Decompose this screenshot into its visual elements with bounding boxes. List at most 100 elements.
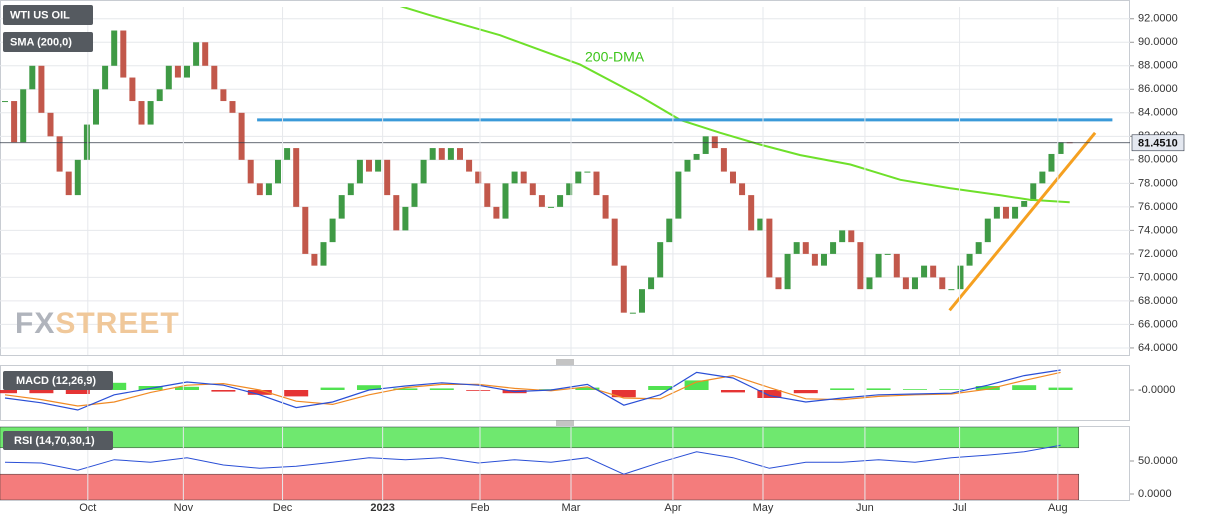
candle: [284, 148, 291, 160]
macd-line: [4, 369, 1061, 411]
watermark-fx: FX: [15, 307, 55, 340]
candle: [1057, 142, 1064, 154]
candle: [911, 277, 918, 290]
candle: [265, 183, 272, 196]
histogram-bar: [866, 388, 891, 390]
candle: [202, 42, 209, 66]
histogram-bar: [720, 390, 745, 393]
histogram-bar: [320, 387, 345, 390]
candle: [365, 159, 372, 172]
candle: [484, 183, 491, 207]
candle: [502, 183, 509, 219]
candle: [174, 65, 181, 78]
candle: [966, 253, 973, 266]
candle: [238, 112, 245, 160]
candle: [156, 89, 163, 102]
candle: [493, 206, 500, 219]
candle: [675, 171, 682, 219]
candle: [329, 218, 336, 243]
candle: [547, 206, 554, 208]
candle: [83, 124, 90, 160]
y-tick-label: 74.0000: [1138, 224, 1178, 236]
candle: [748, 195, 755, 231]
signal-line: [4, 371, 1061, 407]
plot-area: [0, 369, 1073, 411]
candle: [274, 159, 281, 184]
candle: [65, 171, 72, 196]
candle: [802, 242, 809, 254]
candle: [193, 42, 200, 66]
histogram-bar: [65, 390, 90, 394]
candle: [393, 195, 400, 231]
y-tick-label: 64.0000: [1138, 342, 1178, 354]
candle: [11, 101, 18, 143]
candle: [693, 153, 700, 160]
histogram-bar: [648, 386, 673, 390]
candle: [447, 148, 454, 160]
label-box: [3, 431, 113, 450]
y-tick-label: 86.0000: [1138, 83, 1178, 95]
candle: [957, 265, 964, 290]
candle: [411, 183, 418, 207]
candle: [757, 218, 764, 231]
candle: [975, 242, 982, 254]
histogram-bar: [174, 386, 199, 390]
candle: [420, 159, 427, 184]
histogram-bar: [1012, 385, 1037, 390]
sma-label: SMA (200,0): [10, 36, 72, 48]
x-tick-label: Jun: [856, 502, 874, 514]
histogram-bar: [0, 390, 18, 394]
candle: [629, 312, 636, 314]
x-tick-label: Jul: [953, 502, 967, 514]
candle: [848, 230, 855, 243]
candle: [247, 159, 254, 184]
candle: [38, 65, 45, 113]
plot-area: [0, 427, 1080, 500]
x-tick-label: Apr: [664, 502, 681, 514]
candle: [1048, 153, 1055, 172]
candle: [984, 218, 991, 243]
candle: [438, 148, 445, 160]
candle: [338, 195, 345, 219]
y-tick-label: 76.0000: [1138, 201, 1178, 213]
candle: [402, 206, 409, 231]
panel-grip: [556, 359, 574, 426]
candle: [866, 277, 873, 290]
candle: [429, 148, 436, 160]
candle: [183, 65, 190, 78]
candle: [666, 218, 673, 243]
candle: [220, 89, 227, 102]
candle: [1030, 183, 1037, 201]
histogram-bar: [466, 390, 491, 391]
candle: [56, 136, 63, 172]
candle: [939, 277, 946, 290]
watermark: FXSTREET: [15, 307, 180, 340]
candle: [820, 253, 827, 266]
y-tick-label: 0.0000: [1138, 488, 1172, 500]
candle: [384, 159, 391, 196]
candle: [948, 289, 955, 291]
y-tick-label: 66.0000: [1138, 318, 1178, 330]
candle: [830, 242, 837, 254]
rsi-line: [4, 444, 1061, 475]
plot-area: [0, 7, 1130, 349]
y-tick-label: 88.0000: [1138, 60, 1178, 72]
candle: [120, 30, 127, 78]
sma-line: [399, 7, 1070, 204]
candle: [1012, 206, 1019, 219]
candle: [575, 171, 582, 184]
candle: [1039, 171, 1046, 184]
candle: [921, 265, 928, 278]
candle: [211, 65, 218, 90]
candle: [1021, 200, 1028, 207]
histogram-bar: [393, 388, 418, 390]
y-tick-label: 90.0000: [1138, 36, 1178, 48]
candle: [893, 253, 900, 278]
y-tick-label: -0.0000: [1138, 384, 1175, 396]
candle: [529, 183, 536, 196]
candle: [784, 253, 791, 290]
x-tick-label: Mar: [562, 502, 581, 514]
candle: [129, 77, 136, 102]
price-panel: [0, 0, 1130, 356]
candle: [102, 65, 109, 90]
